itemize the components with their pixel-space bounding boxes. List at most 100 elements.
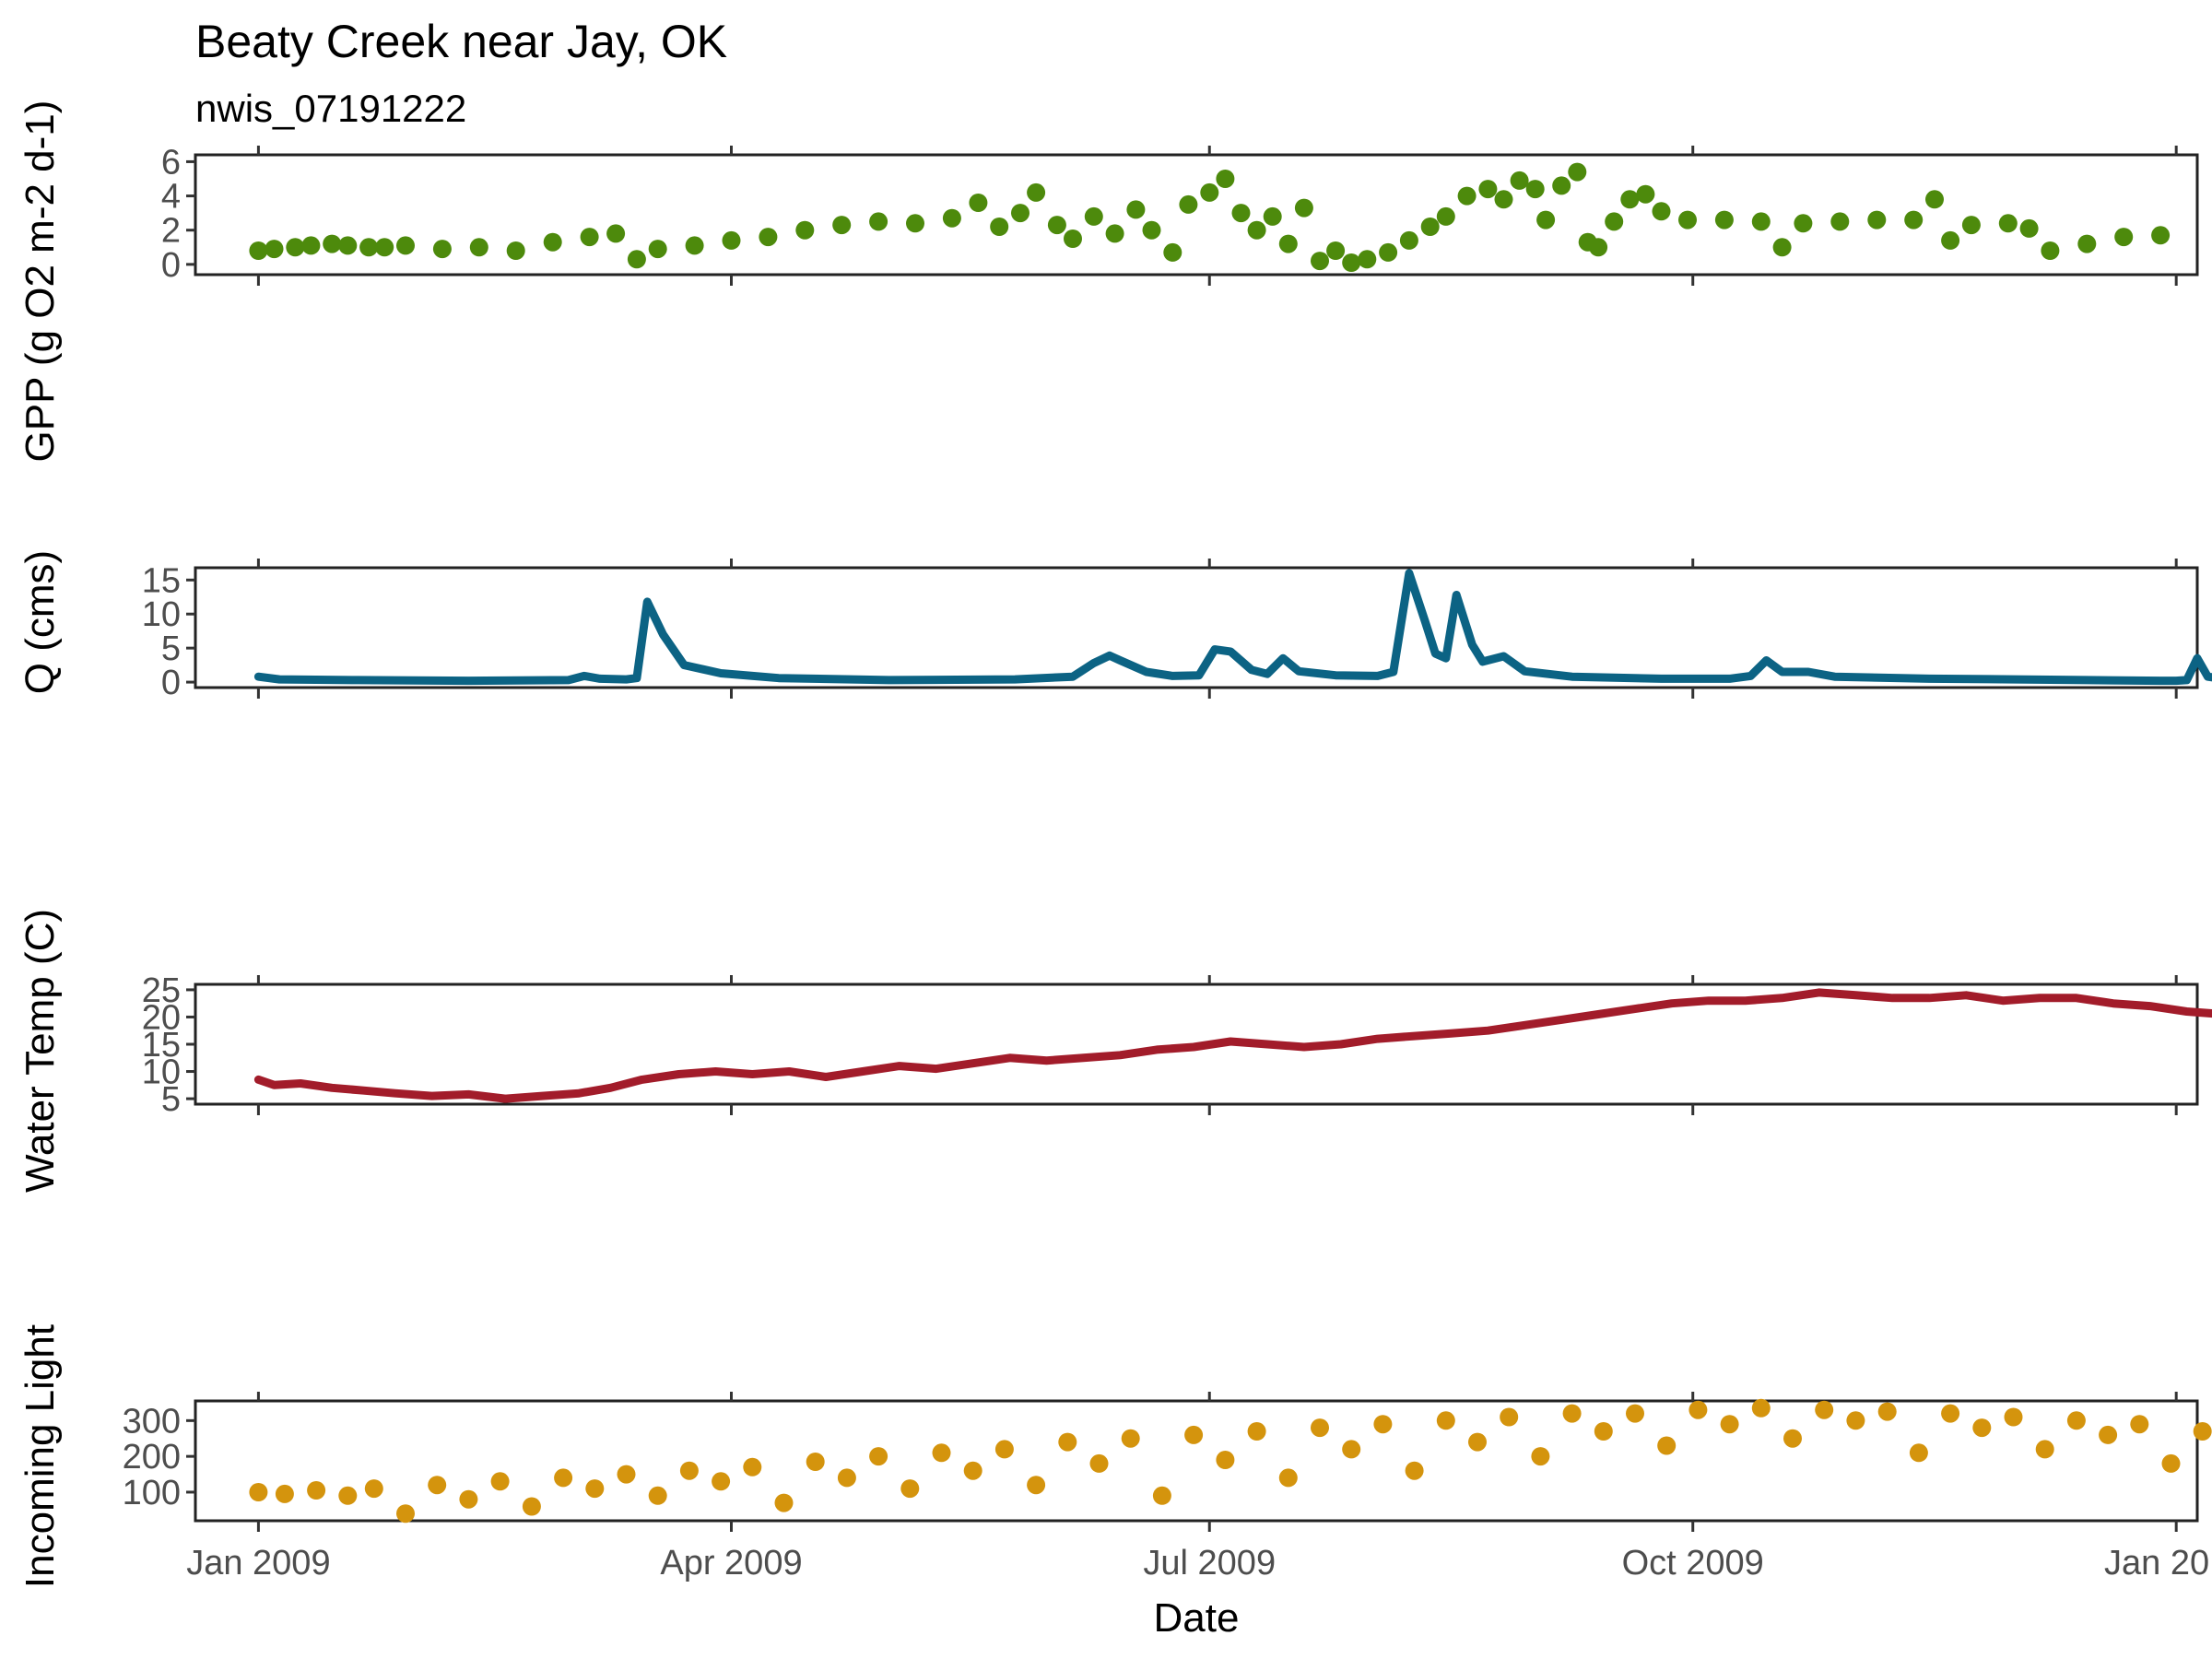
data-point <box>1399 230 1418 250</box>
x-tick-label: Oct 2009 <box>1622 1544 1764 1583</box>
data-point <box>1751 1398 1771 1418</box>
data-point <box>712 1472 731 1491</box>
data-point <box>1494 190 1513 209</box>
y-axis-title: Water Temp (C) <box>18 909 63 1193</box>
data-point <box>627 250 646 269</box>
data-point <box>506 241 525 260</box>
data-point <box>648 1486 667 1505</box>
data-point <box>1998 214 2018 233</box>
data-point <box>1636 184 1655 204</box>
data-point <box>364 1479 383 1499</box>
data-point <box>1152 1486 1171 1505</box>
data-point <box>1772 238 1792 257</box>
data-point <box>2114 228 2134 247</box>
y-tick-label: 4 <box>161 178 181 217</box>
y-tick-label: 10 <box>142 595 181 634</box>
data-point <box>1342 1440 1361 1459</box>
data-point <box>994 1440 1014 1459</box>
data-point <box>2161 1453 2181 1473</box>
data-point <box>1247 220 1266 240</box>
data-point <box>1904 210 1924 229</box>
data-point <box>469 238 488 257</box>
data-point <box>1326 241 1346 260</box>
data-point <box>1184 1425 1204 1444</box>
data-point <box>249 241 268 260</box>
series-line <box>253 569 2212 686</box>
data-point <box>900 1479 920 1499</box>
y-tick-label: 6 <box>161 143 181 182</box>
data-point <box>1941 1404 1960 1423</box>
y-tick-label: 25 <box>142 971 181 1010</box>
data-point <box>2035 1440 2054 1459</box>
data-point <box>1163 242 1182 262</box>
data-point <box>1311 252 1329 271</box>
data-point <box>1179 194 1198 214</box>
data-point <box>580 228 599 247</box>
y-axis-title: Incoming Light <box>18 1324 63 1588</box>
data-point <box>869 212 888 231</box>
data-point <box>1510 171 1529 190</box>
data-point <box>1783 1429 1802 1448</box>
chart-title: Beaty Creek near Jay, OK <box>195 16 727 67</box>
data-point <box>1867 210 1887 229</box>
data-point <box>1830 212 1850 231</box>
data-point <box>1011 204 1030 223</box>
data-point <box>2004 1407 2023 1427</box>
data-point <box>1620 190 1640 209</box>
data-point <box>1405 1461 1424 1480</box>
data-point <box>963 1461 982 1480</box>
data-point <box>1568 162 1587 182</box>
data-point <box>286 238 305 257</box>
data-point <box>2041 241 2060 260</box>
data-point <box>1562 1404 1582 1423</box>
y-tick-label: 0 <box>161 246 181 285</box>
data-point <box>490 1472 510 1491</box>
data-point <box>1714 210 1734 229</box>
panel-border <box>194 1399 2199 1523</box>
panel-border <box>194 566 2199 689</box>
data-point <box>969 194 988 212</box>
data-point <box>1278 1468 1298 1488</box>
data-point <box>323 234 342 253</box>
series-line <box>253 988 2212 1103</box>
data-point <box>428 1476 447 1495</box>
data-point <box>1247 1422 1266 1441</box>
data-point <box>1311 1418 1329 1438</box>
data-point <box>1058 1432 1077 1452</box>
data-point <box>396 236 415 255</box>
data-point <box>942 208 961 228</box>
y-tick-label: 5 <box>161 629 181 668</box>
data-point <box>1525 180 1545 199</box>
data-point <box>1216 1451 1235 1469</box>
x-tick-label: Apr 2009 <box>660 1544 802 1583</box>
y-axis-title: GPP (g O2 m-2 d-1) <box>18 100 63 463</box>
y-tick-label: 20 <box>142 998 181 1037</box>
y-tick-label: 0 <box>161 664 181 702</box>
data-point <box>759 228 778 247</box>
data-point <box>1657 1436 1677 1455</box>
data-point <box>1961 216 1981 235</box>
data-point <box>1925 190 1944 209</box>
data-point <box>338 236 358 255</box>
data-point <box>1720 1415 1739 1434</box>
data-point <box>1278 234 1298 253</box>
data-point <box>1121 1429 1140 1448</box>
data-point <box>1941 230 1960 250</box>
data-point <box>1531 1447 1550 1466</box>
data-point <box>722 230 741 250</box>
data-point <box>1373 1415 1393 1434</box>
data-point <box>301 236 321 255</box>
data-point <box>1142 220 1161 240</box>
data-point <box>1216 170 1235 188</box>
data-point <box>1909 1443 1928 1463</box>
data-point <box>1027 1476 1046 1495</box>
data-point <box>265 240 284 259</box>
data-point <box>1436 1411 1455 1430</box>
data-point <box>359 238 379 257</box>
y-tick-label: 10 <box>142 1053 181 1092</box>
x-tick-label: Jan 2010 <box>2104 1544 2212 1583</box>
